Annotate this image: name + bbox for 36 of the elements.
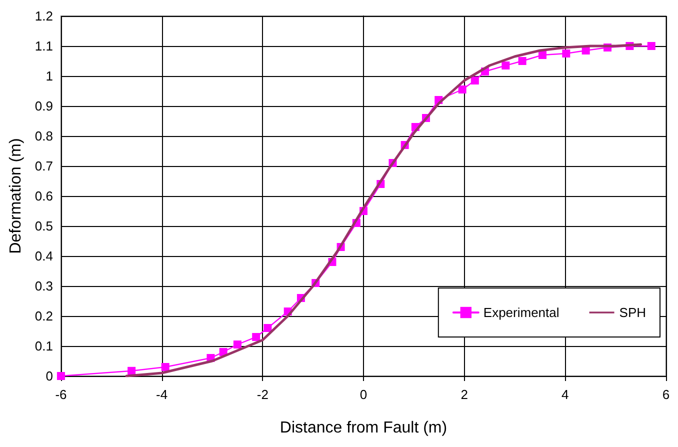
x-tick-label: 2 [460,387,468,402]
point [538,51,546,59]
point [252,333,260,341]
legend-label: SPH [619,305,646,320]
y-tick-label: 0.5 [34,218,53,234]
y-tick-label: 0.4 [34,248,53,264]
x-tick-label: 4 [562,387,569,402]
point [458,86,466,94]
y-tick-label: 1.1 [34,38,53,54]
point [264,324,272,332]
point [128,366,136,375]
y-tick-label: 0.8 [34,128,53,144]
point [502,62,510,70]
x-tick-label: -2 [256,387,268,402]
x-tick-label: 6 [662,387,670,402]
y-tick-label: 0.6 [34,188,53,204]
y-tick-label: 0.3 [34,278,53,294]
point [470,76,479,84]
x-tick-label: -6 [55,387,67,402]
y-axis-title: Deformation (m) [8,138,24,254]
y-tick-label: 1.2 [34,8,53,24]
y-tick-label: 1 [46,68,53,84]
y-tick-label: 0.7 [34,158,53,174]
point [562,50,570,58]
x-axis-title: Distance from Fault (m) [280,420,448,436]
y-tick-label: 0.9 [34,98,53,114]
y-tick-label: 0 [46,368,53,384]
point [233,340,242,348]
x-tick-label: 0 [360,387,368,402]
x-tick-label: -4 [156,387,168,402]
legend-label: Experimental [483,305,560,320]
point [518,57,526,65]
y-tick-label: 0.1 [34,338,53,354]
y-tick-label: 0.2 [34,308,53,324]
point [161,363,170,371]
point [647,42,656,50]
